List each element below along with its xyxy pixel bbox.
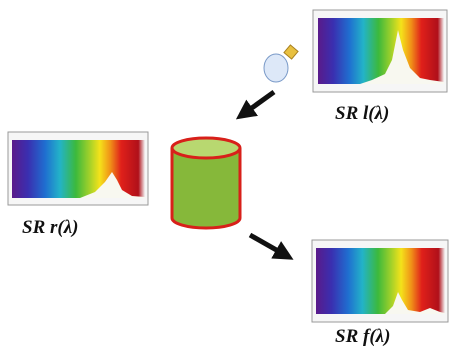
node-label: SR r(λ) — [22, 217, 78, 238]
spectrum-reflect — [8, 132, 148, 205]
node-label: SR f(λ) — [335, 326, 390, 347]
arrow — [242, 92, 274, 115]
diagram: SR l(λ) SR r(λ) SR f(λ) — [0, 0, 453, 349]
spectrum-final — [312, 240, 448, 322]
spectrum-lamp — [313, 10, 447, 92]
node-label: SR l(λ) — [335, 103, 389, 124]
arrow — [250, 235, 287, 256]
light-bulb — [264, 45, 298, 82]
sample-cylinder — [172, 138, 240, 228]
